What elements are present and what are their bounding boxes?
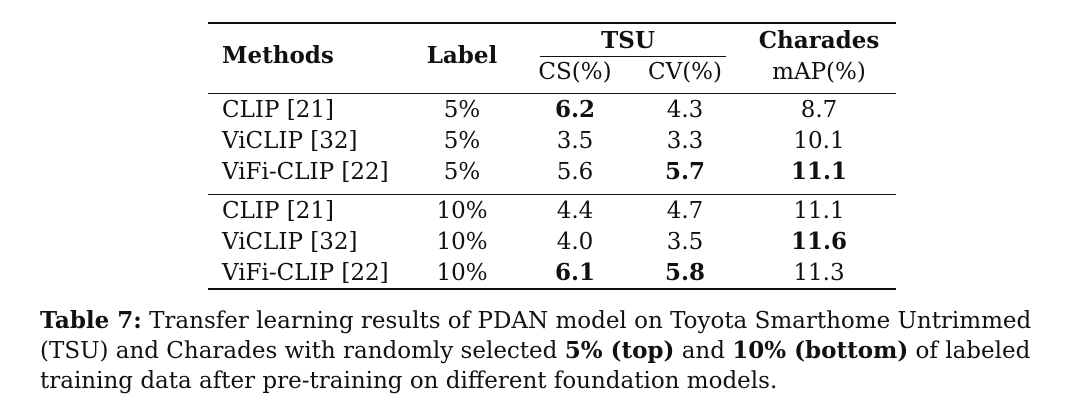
cell-label: 10% [436, 198, 488, 224]
caption-bold-bottom: 10% (bottom) [732, 337, 909, 364]
caption-label: Table 7: [40, 307, 142, 334]
cell-method: CLIP [21] [222, 198, 334, 224]
cell-cs: 4.4 [556, 198, 594, 224]
header-tsu: TSU [601, 27, 655, 54]
caption-text-2: and [674, 338, 733, 364]
group-divider [208, 194, 896, 195]
header-rule [208, 93, 896, 94]
top-rule [208, 22, 896, 24]
header-methods: Methods [222, 42, 334, 69]
cell-method: ViCLIP [32] [222, 229, 358, 255]
cell-cs: 5.6 [556, 159, 594, 185]
bottom-rule [208, 288, 896, 290]
header-label: Label [426, 42, 498, 69]
cell-label: 10% [436, 260, 488, 286]
cell-method: ViFi-CLIP [22] [222, 159, 389, 185]
cell-map: 8.7 [800, 97, 838, 123]
cell-map: 11.3 [793, 260, 845, 286]
cell-map: 11.6 [790, 228, 848, 255]
cell-cv: 3.5 [666, 229, 704, 255]
cell-cs: 3.5 [556, 128, 594, 154]
cell-cv: 3.3 [666, 128, 704, 154]
cell-map: 11.1 [793, 198, 845, 224]
cell-label: 10% [436, 229, 488, 255]
header-charades: Charades [758, 27, 880, 54]
tsu-underline [540, 56, 726, 57]
caption-text-1: Transfer learning results of PDAN model … [40, 308, 1032, 364]
cell-cs: 6.1 [554, 259, 596, 286]
caption-text-3: of labeled training data after pre-train… [40, 338, 1031, 394]
cell-label: 5% [443, 159, 481, 185]
header-cv: CV(%) [647, 59, 723, 85]
header-cs: CS(%) [538, 59, 612, 85]
cell-method: ViCLIP [32] [222, 128, 358, 154]
cell-label: 5% [443, 128, 481, 154]
cell-method: CLIP [21] [222, 97, 334, 123]
caption-bold-top: 5% (top) [564, 337, 675, 364]
cell-cs: 6.2 [554, 96, 596, 123]
cell-cs: 4.0 [556, 229, 594, 255]
header-map: mAP(%) [772, 59, 866, 85]
cell-map: 10.1 [793, 128, 845, 154]
table-caption: Table 7: Transfer learning results of PD… [40, 306, 1050, 396]
cell-method: ViFi-CLIP [22] [222, 260, 389, 286]
cell-cv: 5.7 [664, 158, 706, 185]
cell-map: 11.1 [790, 158, 848, 185]
cell-label: 5% [443, 97, 481, 123]
cell-cv: 5.8 [664, 259, 706, 286]
cell-cv: 4.3 [666, 97, 704, 123]
cell-cv: 4.7 [666, 198, 704, 224]
